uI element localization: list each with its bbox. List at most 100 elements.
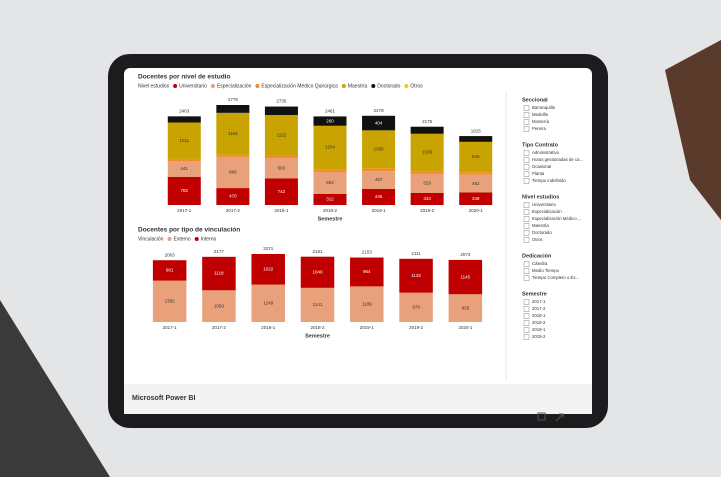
slicer-item[interactable]: Horas gestionadas de ca...: [532, 157, 583, 162]
slicer-item[interactable]: Tiempo Completo o Ex...: [532, 275, 579, 280]
slicer-item[interactable]: Barranquilla: [532, 105, 556, 110]
share-icon[interactable]: [537, 412, 546, 421]
slicer-item[interactable]: Universitario: [532, 202, 556, 207]
slicer-item[interactable]: Doctorado: [532, 230, 552, 235]
legend-marker[interactable]: [194, 237, 199, 241]
slicer-checkbox[interactable]: [523, 261, 530, 267]
slicer-checkbox[interactable]: [523, 306, 530, 312]
bar-segment: [410, 173, 444, 193]
total-label: 2111: [411, 251, 421, 256]
data-label: 492: [472, 181, 480, 186]
slicer-item[interactable]: Medellín: [532, 112, 549, 117]
slicer-checkbox[interactable]: [523, 119, 530, 125]
data-label: 604: [326, 180, 334, 185]
bar-segment: [167, 160, 201, 177]
slicer-checkbox[interactable]: [523, 268, 530, 274]
slicer-checkbox[interactable]: [523, 216, 530, 222]
data-label: 1249: [263, 300, 274, 305]
legend-label[interactable]: Otros: [410, 83, 423, 89]
legend-label[interactable]: Universitario: [179, 83, 207, 89]
slicer-item[interactable]: Montería: [532, 119, 550, 124]
slicer-checkbox[interactable]: [523, 202, 530, 208]
slicer-checkbox[interactable]: [523, 275, 530, 281]
data-label: 1204: [325, 145, 336, 150]
bar-segment: [399, 292, 433, 322]
slicer-checkbox[interactable]: [523, 299, 530, 305]
bar-segment: [300, 287, 335, 322]
data-label: 1056: [374, 147, 385, 152]
bar-segment: [362, 188, 396, 205]
slicer-checkbox[interactable]: [523, 313, 530, 319]
slicer-item[interactable]: Planta: [532, 171, 545, 176]
data-label: 1141: [313, 302, 323, 307]
slicer-item[interactable]: 2018-1: [532, 313, 546, 318]
slicer-checkbox[interactable]: [523, 209, 530, 215]
legend-marker[interactable]: [341, 84, 346, 88]
total-label: 2478: [374, 108, 385, 113]
slicer-item[interactable]: 2017-1: [532, 299, 546, 304]
slicer-checkbox[interactable]: [523, 150, 530, 156]
bar-segment: [313, 116, 347, 126]
slicer-checkbox[interactable]: [523, 112, 530, 118]
slicer-checkbox[interactable]: [523, 178, 530, 184]
slicer-item[interactable]: Administrativo: [532, 150, 560, 155]
x-tick-label: 2018-2: [310, 325, 325, 330]
data-label: 1145: [461, 274, 471, 279]
slicer-checkbox[interactable]: [523, 334, 530, 340]
slicer-checkbox[interactable]: [523, 237, 530, 243]
legend-label[interactable]: Doctorado: [377, 83, 400, 89]
bar-segment: [459, 192, 493, 205]
slicer-item[interactable]: Maestría: [532, 223, 549, 228]
slicer-checkbox[interactable]: [523, 230, 530, 236]
legend-marker[interactable]: [210, 84, 215, 88]
slicer-item[interactable]: 2018-2: [532, 320, 546, 325]
legend-label[interactable]: Interno: [201, 236, 217, 242]
slicer-checkbox[interactable]: [523, 105, 530, 111]
slicer-checkbox[interactable]: [523, 171, 530, 177]
legend-marker[interactable]: [404, 84, 409, 88]
slicer-checkbox[interactable]: [523, 157, 530, 163]
x-tick-label: 2019-1: [372, 208, 387, 213]
slicer-checkbox[interactable]: [523, 327, 530, 333]
legend-marker[interactable]: [173, 84, 178, 88]
legend-marker[interactable]: [255, 84, 260, 88]
slicer-item[interactable]: Tiempo indefinido: [532, 178, 566, 183]
legend-label[interactable]: Maestría: [348, 83, 368, 89]
slicer-item[interactable]: Cátedra: [532, 261, 548, 266]
chart-title: Docentes por nivel de estudio: [138, 74, 230, 81]
bar-segment: [167, 158, 201, 161]
bar-segment: [152, 280, 187, 322]
x-axis-label: Semestre: [305, 333, 330, 339]
legend-marker[interactable]: [167, 237, 172, 241]
data-label: 742: [278, 189, 286, 194]
data-label: 845: [472, 154, 480, 159]
slicer-item[interactable]: Especialización: [532, 209, 562, 214]
data-label: 563: [278, 165, 286, 170]
bar-segment: [410, 133, 444, 172]
legend-marker[interactable]: [371, 84, 376, 88]
slicer-item[interactable]: Pereira: [532, 126, 546, 131]
total-label: 2073: [460, 252, 471, 257]
slicer-checkbox[interactable]: [523, 320, 530, 326]
data-label: 1039: [422, 150, 433, 155]
bar-segment: [410, 126, 444, 134]
slicer-item[interactable]: Especialización Médico ...: [532, 216, 581, 221]
legend-label[interactable]: Especialización Médico Quirúrgica: [261, 83, 338, 89]
slicer-item[interactable]: Ocasional: [532, 164, 551, 169]
slicer-item[interactable]: 2019-2: [532, 334, 546, 339]
fullscreen-icon[interactable]: [555, 413, 564, 422]
slicer-item[interactable]: Otros: [532, 237, 543, 242]
slicer-checkbox[interactable]: [523, 164, 530, 170]
data-label: 1164: [228, 131, 238, 136]
data-label: 1382: [165, 298, 176, 303]
slicer-checkbox[interactable]: [523, 126, 530, 132]
slicer-item[interactable]: 2019-1: [532, 327, 546, 332]
slicer-checkbox[interactable]: [523, 223, 530, 229]
legend-label[interactable]: Especialización: [217, 83, 252, 89]
slicer-item[interactable]: 2017-2: [532, 306, 546, 311]
slicer-item[interactable]: Medio Tiempo: [532, 268, 560, 273]
bar-segment: [167, 122, 201, 159]
data-label: 1122: [277, 132, 287, 137]
legend-label[interactable]: Externo: [173, 236, 190, 242]
bar-segment: [362, 171, 396, 189]
